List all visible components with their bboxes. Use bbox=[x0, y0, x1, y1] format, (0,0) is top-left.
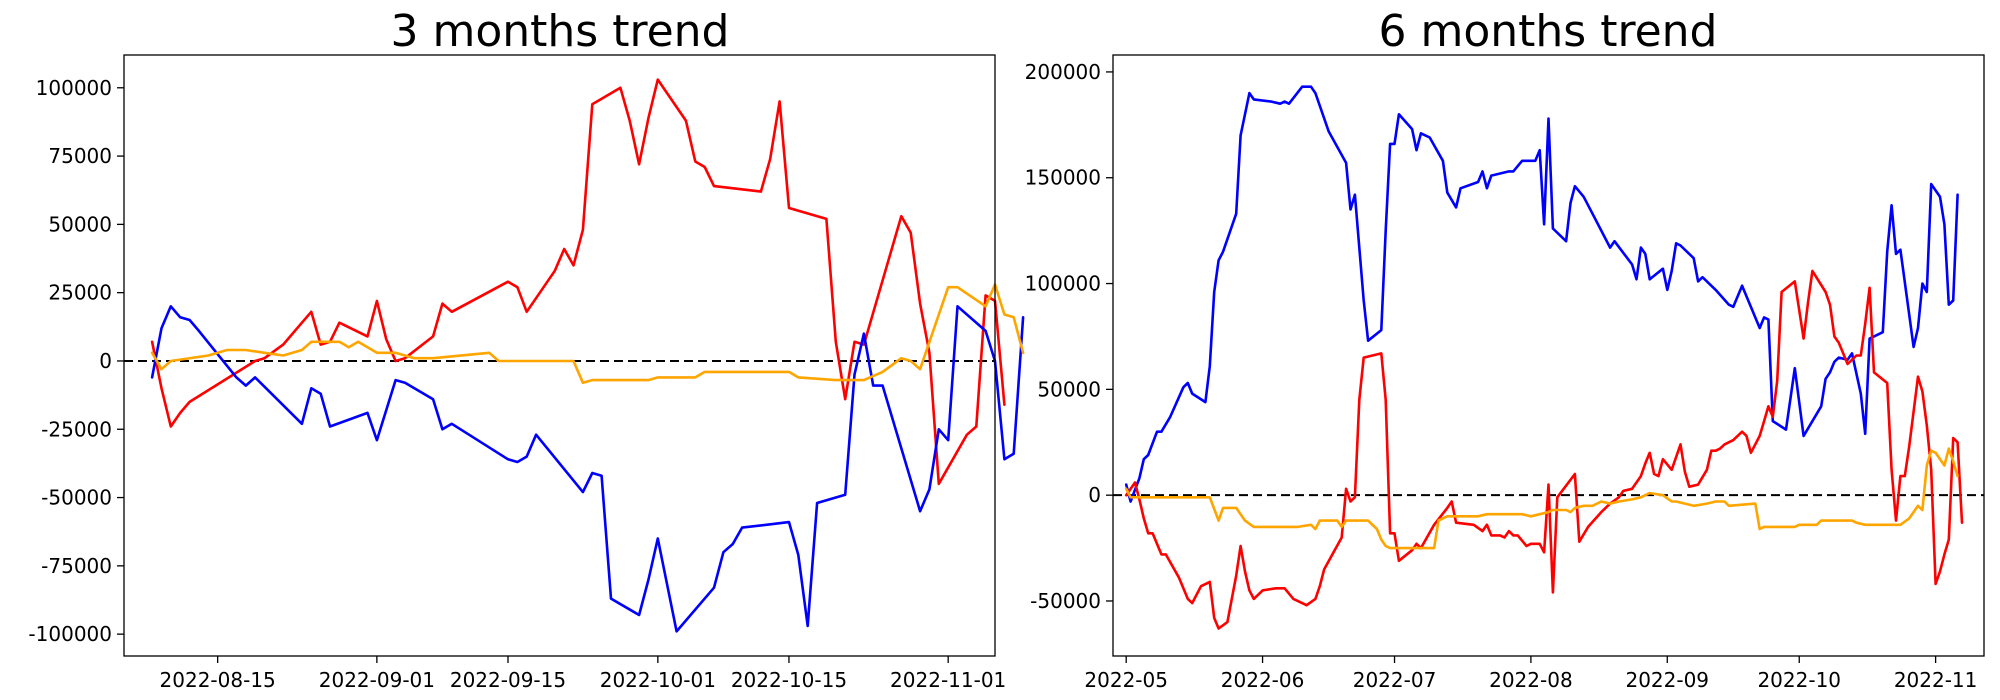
y-tick-label: -50000 bbox=[1030, 589, 1101, 613]
y-tick-label: 25000 bbox=[48, 281, 112, 305]
series-line bbox=[1124, 85, 1959, 503]
x-tick-label: 2022-08-15 bbox=[160, 668, 276, 692]
y-tick-label: 100000 bbox=[1025, 272, 1101, 296]
y-tick-label: 50000 bbox=[48, 212, 112, 236]
chart-3-months-trend: 3 months trend -100000 -75000 -50000 -25000… bbox=[28, 6, 1025, 692]
x-tick-label: 2022-09-01 bbox=[319, 668, 435, 692]
x-tick-label: 2022-10 bbox=[1757, 668, 1841, 692]
y-tick-label: 150000 bbox=[1025, 166, 1101, 190]
y-tick-label: 100000 bbox=[36, 76, 112, 100]
y-tick-label: -75000 bbox=[41, 554, 112, 578]
y-tick-label: 0 bbox=[1088, 483, 1101, 507]
y-tick-label: -25000 bbox=[41, 417, 112, 441]
series-line bbox=[150, 283, 1025, 385]
x-tick-label: 2022-11-01 bbox=[890, 668, 1006, 692]
series-line bbox=[1124, 447, 1959, 550]
plot-frame bbox=[123, 54, 996, 657]
y-tick-label: 200000 bbox=[1025, 60, 1101, 84]
y-tick-label: -100000 bbox=[28, 622, 112, 646]
chart-title: 6 months trend bbox=[1379, 6, 1718, 57]
y-tick-label: 75000 bbox=[48, 144, 112, 168]
series-line bbox=[150, 304, 1025, 633]
x-tick-label: 2022-07 bbox=[1353, 668, 1437, 692]
x-tick-label: 2022-05 bbox=[1084, 668, 1168, 692]
y-tick-label: 0 bbox=[99, 349, 112, 373]
x-tick-label: 2022-10-01 bbox=[600, 668, 716, 692]
x-tick-label: 2022-09 bbox=[1625, 668, 1709, 692]
x-tick-label: 2022-06 bbox=[1221, 668, 1305, 692]
x-tick-label: 2022-09-15 bbox=[450, 668, 566, 692]
series-line bbox=[150, 78, 1006, 486]
y-tick-label: -50000 bbox=[41, 486, 112, 510]
chart-title: 3 months trend bbox=[391, 6, 730, 57]
chart-6-months-trend: 6 months trend -50000 0 50000 100000 150000 2… bbox=[1025, 6, 1985, 692]
x-tick-label: 2022-11 bbox=[1894, 668, 1978, 692]
series-line bbox=[1124, 269, 1964, 630]
y-tick-label: 50000 bbox=[1037, 377, 1101, 401]
plot-frame bbox=[1112, 54, 1985, 657]
x-tick-label: 2022-10-15 bbox=[731, 668, 847, 692]
x-tick-label: 2022-08 bbox=[1489, 668, 1573, 692]
